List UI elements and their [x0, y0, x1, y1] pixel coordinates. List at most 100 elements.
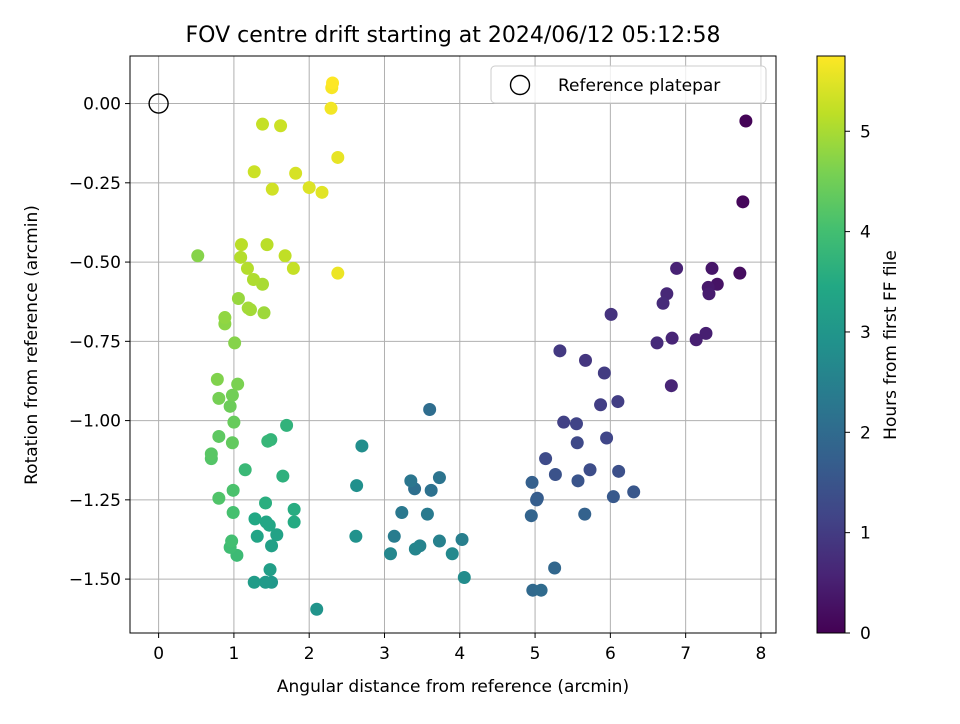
- data-point: [331, 150, 345, 164]
- data-point: [231, 292, 245, 306]
- data-point: [650, 336, 664, 350]
- data-point: [457, 571, 471, 585]
- data-point: [705, 261, 719, 275]
- colorbar-tick-label: 2: [860, 423, 871, 443]
- data-point: [606, 490, 620, 504]
- data-point: [600, 431, 614, 445]
- data-point: [286, 261, 300, 275]
- data-point: [315, 185, 329, 199]
- data-point: [579, 353, 593, 367]
- data-point: [594, 398, 608, 412]
- data-point: [204, 447, 218, 461]
- data-point: [432, 534, 446, 548]
- data-point: [656, 296, 670, 310]
- data-point: [259, 515, 273, 529]
- data-point: [234, 250, 248, 264]
- colorbar-tick-label: 5: [860, 122, 871, 142]
- data-point: [240, 261, 254, 275]
- data-point: [736, 195, 750, 209]
- data-point: [261, 434, 275, 448]
- data-point: [310, 602, 324, 616]
- data-points: [191, 76, 753, 616]
- y-tick-label: 0.00: [83, 95, 121, 115]
- data-point: [226, 506, 240, 520]
- data-point: [534, 583, 548, 597]
- data-point: [530, 493, 544, 507]
- data-point: [226, 483, 240, 497]
- x-tick-label: 8: [756, 644, 767, 664]
- data-point: [670, 261, 684, 275]
- data-point: [408, 542, 422, 556]
- data-point: [259, 575, 273, 589]
- data-point: [664, 379, 678, 393]
- y-tick-label: −0.75: [69, 332, 121, 352]
- data-point: [553, 344, 567, 358]
- x-tick-label: 5: [530, 644, 541, 664]
- y-axis-ticks: 0.00 −0.25 −0.50 −0.75 −1.00 −1.25 −1.50: [69, 95, 130, 590]
- colorbar-label: Hours from first FF file: [881, 250, 901, 440]
- data-point: [218, 311, 232, 325]
- data-point: [557, 415, 571, 429]
- data-point: [210, 372, 224, 386]
- data-point: [548, 467, 562, 481]
- data-point: [212, 391, 226, 405]
- data-point: [611, 395, 625, 409]
- x-tick-label: 7: [680, 644, 691, 664]
- data-point: [326, 76, 340, 90]
- legend: Reference platepar: [490, 65, 767, 104]
- data-point: [424, 483, 438, 497]
- data-point: [612, 464, 626, 478]
- data-point: [524, 509, 538, 523]
- data-point: [247, 165, 261, 179]
- data-point: [287, 515, 301, 529]
- data-point: [223, 399, 237, 413]
- data-point: [331, 266, 345, 280]
- data-point: [387, 529, 401, 543]
- data-point: [324, 101, 338, 115]
- y-tick-label: −1.00: [69, 412, 121, 432]
- data-point: [569, 417, 583, 431]
- data-point: [597, 366, 611, 380]
- data-point: [278, 249, 292, 263]
- data-point: [225, 388, 239, 402]
- legend-label: Reference platepar: [558, 76, 720, 96]
- data-point: [445, 547, 459, 561]
- data-point: [265, 182, 279, 196]
- colorbar: [816, 55, 846, 634]
- y-tick-label: −0.50: [69, 253, 121, 273]
- data-point: [250, 529, 264, 543]
- data-point: [420, 507, 434, 521]
- data-point: [246, 273, 260, 287]
- x-tick-label: 4: [454, 644, 465, 664]
- colorbar-tick-label: 1: [860, 524, 871, 544]
- data-point: [225, 534, 239, 548]
- data-point: [578, 507, 592, 521]
- data-point: [212, 491, 226, 505]
- data-point: [231, 377, 245, 391]
- data-point: [539, 452, 553, 466]
- data-point: [227, 415, 241, 429]
- colorbar-tick-label: 0: [860, 624, 871, 644]
- data-point: [455, 532, 469, 546]
- data-point: [355, 439, 369, 453]
- data-point: [289, 166, 303, 180]
- data-point: [225, 436, 239, 450]
- colorbar-ticks: 0 1 2 3 4 5: [845, 122, 871, 644]
- data-point: [739, 114, 753, 128]
- data-point: [570, 436, 584, 450]
- data-point: [276, 469, 290, 483]
- data-point: [191, 249, 205, 263]
- data-point: [571, 474, 585, 488]
- x-axis-label: Angular distance from reference (arcmin): [277, 677, 629, 697]
- data-point: [627, 485, 641, 499]
- plot-frame: [129, 55, 777, 634]
- data-point: [247, 575, 261, 589]
- legend-box: [490, 65, 767, 104]
- data-point: [274, 119, 288, 133]
- x-axis-ticks: 0 1 2 3 4 5 6 7 8: [153, 633, 766, 664]
- data-point: [257, 306, 271, 320]
- data-point: [432, 471, 446, 485]
- x-tick-label: 3: [379, 644, 390, 664]
- x-tick-label: 2: [304, 644, 315, 664]
